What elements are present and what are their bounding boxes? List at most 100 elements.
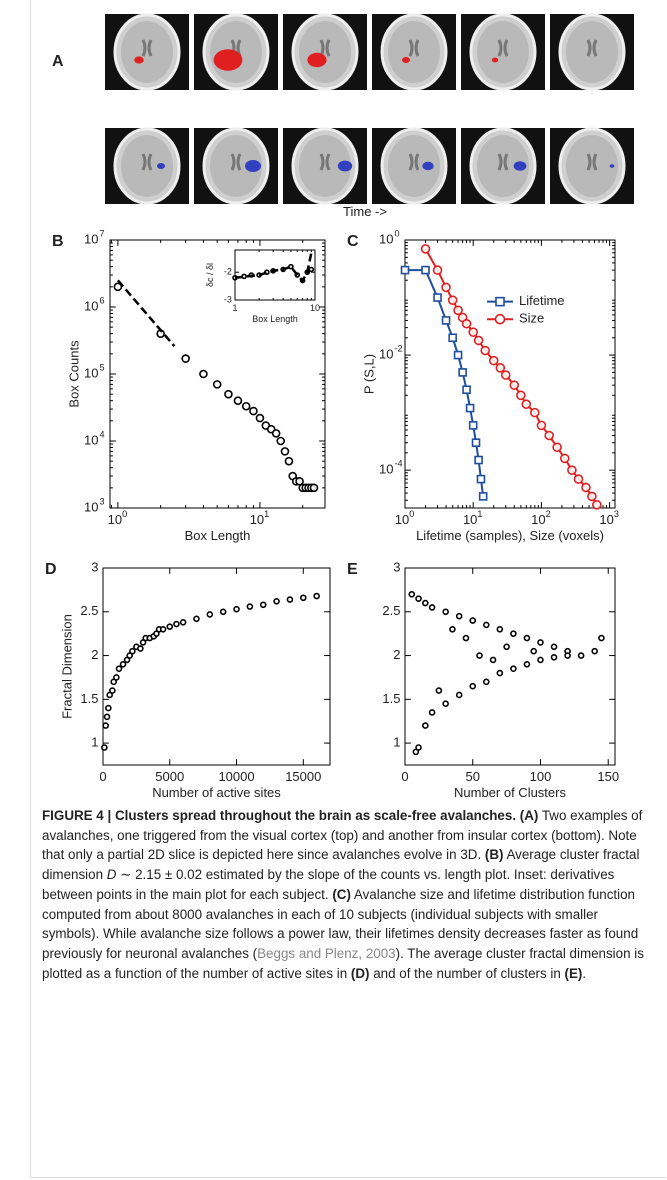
brain-matter <box>299 135 351 197</box>
data-point <box>101 744 108 751</box>
panel-label: D <box>45 561 57 578</box>
caption-text[interactable]: Beggs and Plenz, 2003 <box>257 945 396 961</box>
x-axis-label: Number of active sites <box>152 785 281 800</box>
tick-label: 3 <box>393 559 400 574</box>
x-axis-label: Lifetime (samples), Size (voxels) <box>416 528 604 543</box>
data-point <box>521 399 532 410</box>
data-point <box>103 713 111 721</box>
caption-text: D <box>106 867 117 883</box>
data-point <box>480 345 491 356</box>
data-point <box>432 265 443 275</box>
data-point <box>442 700 449 708</box>
tick-label-exponent: 0 <box>409 509 414 519</box>
caption-text: (E) <box>564 965 583 981</box>
data-point <box>309 483 319 493</box>
activity-blob <box>402 57 410 63</box>
tick-label: 10 <box>379 231 393 246</box>
data-point <box>415 595 422 602</box>
data-point <box>181 354 190 363</box>
data-point <box>523 634 531 642</box>
figure-frame <box>30 0 666 1178</box>
brain-matter <box>477 135 529 197</box>
data-point <box>496 625 504 633</box>
tick-label-exponent: -4 <box>394 459 402 469</box>
data-point <box>119 661 127 668</box>
data-point <box>488 355 499 366</box>
data-point <box>105 704 112 712</box>
tick-label: 1 <box>393 735 400 750</box>
data-point <box>447 295 458 305</box>
data-point <box>449 625 456 633</box>
data-point <box>495 363 506 373</box>
data-point <box>428 709 436 716</box>
legend-marker <box>495 296 505 307</box>
data-point <box>577 652 585 659</box>
data-point <box>564 652 571 659</box>
data-point <box>455 612 463 620</box>
tick-label-exponent: 7 <box>99 228 104 238</box>
tick-label: 10 <box>379 462 393 477</box>
activity-blob <box>422 161 434 171</box>
panel-label: C <box>347 233 359 250</box>
panel-label: B <box>52 233 64 250</box>
caption: FIGURE 4 | Clusters spread throughout th… <box>42 806 646 983</box>
brain-ventricle <box>408 39 420 57</box>
tick-label: 10 <box>395 512 409 527</box>
data-point <box>523 661 531 668</box>
tick-label: 10 <box>379 347 393 362</box>
data-point <box>510 630 517 637</box>
activity-blob <box>337 160 353 172</box>
x-axis-label: Box Length <box>252 314 298 324</box>
caption-text: Two examples of avalanches, one triggere… <box>42 808 643 863</box>
data-point <box>284 456 294 466</box>
tick-label: 2 <box>393 647 400 662</box>
caption-text: ). The average cluster fractal dimension… <box>42 945 644 981</box>
data-point <box>219 608 227 616</box>
tick-label: 10 <box>599 512 613 527</box>
brain-ventricle <box>408 153 420 171</box>
tick-label: 50 <box>466 769 480 784</box>
brain-matter <box>477 21 529 83</box>
data-point <box>420 244 431 254</box>
tick-label-exponent: 1 <box>264 509 269 519</box>
data-point <box>113 282 123 292</box>
data-point <box>458 368 467 377</box>
data-point <box>224 389 233 399</box>
brain-ventricle <box>230 153 242 171</box>
tick-label: 10 <box>84 365 98 380</box>
data-point <box>408 590 416 598</box>
data-point <box>516 390 526 401</box>
data-point <box>115 665 123 672</box>
caption-text: Average cluster fractal dimension <box>42 847 640 883</box>
data-point <box>471 438 481 448</box>
data-point <box>113 674 120 681</box>
data-point <box>587 491 597 502</box>
data-point <box>271 429 281 438</box>
series-line <box>116 279 176 348</box>
activity-blob <box>491 57 499 63</box>
brain-ventricle <box>586 153 598 171</box>
data-point <box>428 604 436 611</box>
data-point <box>496 669 504 677</box>
data-point <box>469 617 477 624</box>
data-point <box>299 594 307 602</box>
data-point <box>233 605 240 613</box>
data-point <box>433 293 442 302</box>
data-point <box>308 266 315 273</box>
data-point <box>462 634 470 642</box>
data-point <box>286 596 294 603</box>
data-point <box>422 722 429 729</box>
data-point <box>255 413 265 423</box>
brain-matter <box>566 135 618 197</box>
tick-label: 3 <box>91 559 98 574</box>
brain-ventricle <box>497 39 509 57</box>
data-point <box>473 335 484 346</box>
tick-label: 150 <box>597 769 619 784</box>
tick-label: -3 <box>224 294 232 304</box>
data-point <box>280 447 290 456</box>
caption-text: . <box>582 965 587 981</box>
data-point <box>442 608 449 616</box>
data-point <box>461 318 472 329</box>
data-point <box>295 477 304 486</box>
tick-label: 10 <box>463 512 477 527</box>
